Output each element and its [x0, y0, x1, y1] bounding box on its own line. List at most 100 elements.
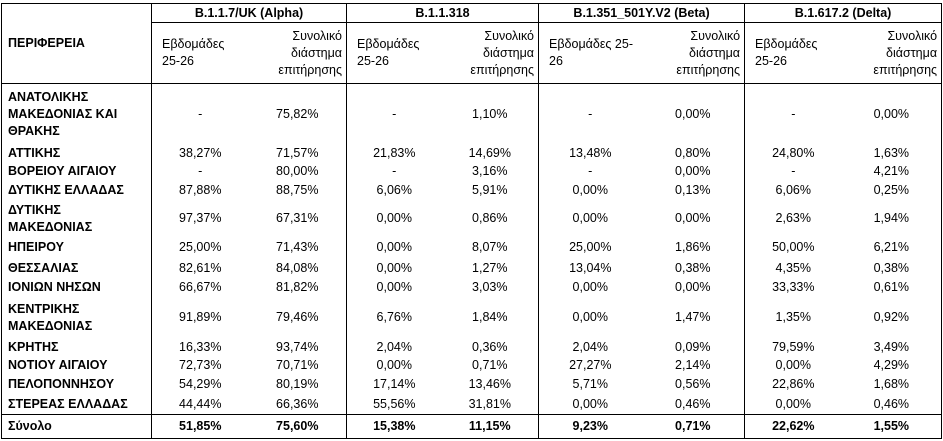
total-value: 9,23% [538, 414, 642, 439]
value-cell: 84,08% [276, 261, 319, 275]
region-name: ΔΥΤΙΚΗΣ ΕΛΛΑΔΑΣ [8, 183, 124, 197]
value-cell: 88,75% [276, 183, 319, 197]
data-row: ΝΟΤΙΟΥ ΑΙΓΑΙΟΥ 72,73% 70,71% 0,00% 0,71% 27,2… [2, 356, 942, 375]
value-cell: 0,00% [744, 394, 842, 415]
value-cell: 14,69% [468, 146, 511, 160]
data-row: ΙΟΝΙΩΝ ΝΗΣΩΝ 66,67% 81,82% 0,00% 3,03% 0,00% 0… [2, 278, 942, 297]
data-row: ΑΝΑΤΟΛΙΚΗΣ ΜΑΚΕΔΟΝΙΑΣ ΚΑΙ ΘΡΑΚΗΣ -75,82% -… [2, 83, 942, 145]
data-row: ΔΥΤΙΚΗΣ ΜΑΚΕΔΟΝΙΑΣ 97,37% 67,31% 0,00% 0,86%… [2, 200, 942, 237]
value-cell: 79,46% [276, 310, 319, 324]
value-cell: 93,74% [276, 340, 319, 354]
subheader: Συνολικό διάστημα επιτήρησης [841, 22, 942, 84]
total-value: 0,71% [641, 414, 745, 439]
value-cell: 0,00% [538, 200, 642, 237]
value-cell: 1,86% [675, 240, 711, 254]
value-cell: 4,35% [744, 258, 842, 279]
value-cell: 71,43% [276, 240, 319, 254]
total-label: Σύνολο [1, 414, 152, 439]
subheader-row: Εβδομάδες 25-26 Συνολικό διάστημα επιτήρη… [2, 22, 942, 84]
value-cell: 0,00% [675, 164, 711, 178]
value-cell: - [744, 162, 842, 181]
value-cell: 4,21% [873, 164, 910, 178]
value-cell: 2,04% [346, 338, 442, 357]
value-cell: - [538, 162, 642, 181]
region-name: ΝΟΤΙΟΥ ΑΙΓΑΙΟΥ [8, 358, 108, 372]
value-cell: 0,46% [675, 396, 711, 411]
value-cell: 16,33% [151, 338, 249, 357]
value-cell: 0,00% [675, 106, 711, 121]
value-cell: 6,06% [744, 180, 842, 201]
total-value: 11,15% [441, 414, 539, 439]
region-name: ΠΕΛΟΠΟΝΝΗΣΟΥ [8, 377, 115, 391]
data-row: ΚΕΝΤΡΙΚΗΣ ΜΑΚΕΔΟΝΙΑΣ 91,89% 79,46% 6,76% 1,8… [2, 296, 942, 339]
data-row: ΔΥΤΙΚΗΣ ΕΛΛΑΔΑΣ 87,88% 88,75% 6,06% 5,91% 0,0… [2, 180, 942, 201]
value-cell: 27,27% [538, 356, 642, 375]
value-cell: 21,83% [346, 144, 442, 163]
value-cell: 4,29% [873, 358, 910, 372]
value-cell: 0,38% [873, 261, 910, 275]
region-name: ΣΤΕΡΕΑΣ ΕΛΛΑΔΑΣ [8, 396, 128, 411]
region-name: ΑΤΤΙΚΗΣ [8, 146, 61, 160]
data-row: ΣΤΕΡΕΑΣ ΕΛΛΑΔΑΣ 44,44% 66,36% 55,56% 31,81% 0… [2, 394, 942, 415]
value-cell: - [151, 83, 249, 145]
value-cell: 13,46% [468, 377, 511, 391]
value-cell: 25,00% [538, 236, 642, 259]
value-cell: 0,00% [538, 278, 642, 297]
value-cell: 70,71% [276, 358, 319, 372]
value-cell: 0,00% [346, 200, 442, 237]
value-cell: - [744, 83, 842, 145]
value-cell: 0,46% [873, 396, 910, 411]
region-name: ΙΟΝΙΩΝ ΝΗΣΩΝ [8, 280, 101, 294]
value-cell: 1,27% [472, 261, 508, 275]
total-value: 15,38% [346, 414, 442, 439]
value-cell: 0,09% [675, 340, 711, 354]
total-row: Σύνολο 51,85% 75,60% 15,38% 11,15% 9,23% 0,71%… [1, 414, 942, 439]
value-cell: 0,00% [538, 180, 642, 201]
value-cell: 5,91% [472, 183, 508, 197]
value-cell: 25,00% [151, 236, 249, 259]
value-cell: 3,03% [472, 280, 508, 294]
value-cell: 31,81% [468, 396, 511, 411]
value-cell: 6,06% [346, 180, 442, 201]
region-name: ΒΟΡΕΙΟΥ ΑΙΓΑΙΟΥ [8, 164, 117, 178]
variant-table: ΠΕΡΙΦΕΡΕΙΑ B.1.1.7/UK (Alpha) B.1.1.318 B.… [1, 3, 943, 439]
region-name: ΑΝΑΤΟΛΙΚΗΣ ΜΑΚΕΔΟΝΙΑΣ ΚΑΙ ΘΡΑΚΗΣ [8, 89, 118, 138]
subheader: Συνολικό διάστημα επιτήρησης [441, 22, 539, 84]
value-cell: 71,57% [276, 146, 319, 160]
data-row: ΑΤΤΙΚΗΣ 38,27% 71,57% 21,83% 14,69% 13,48% 0,8… [2, 144, 942, 163]
region-name: ΚΕΝΤΡΙΚΗΣ ΜΑΚΕΔΟΝΙΑΣ [8, 301, 93, 333]
region-name: ΗΠΕΙΡΟΥ [8, 240, 64, 254]
subheader: Εβδομάδες 25-26 [346, 22, 442, 84]
subheader: Εβδομάδες 25-26 [151, 22, 249, 84]
value-cell: 17,14% [346, 374, 442, 395]
table-body: ΑΝΑΤΟΛΙΚΗΣ ΜΑΚΕΔΟΝΙΑΣ ΚΑΙ ΘΡΑΚΗΣ -75,82% -… [1, 83, 942, 439]
subheader: Συνολικό διάστημα επιτήρησης [248, 22, 347, 84]
value-cell: 0,00% [873, 106, 910, 121]
value-cell: 33,33% [744, 278, 842, 297]
value-cell: 0,61% [873, 280, 910, 294]
value-cell: 0,36% [472, 340, 508, 354]
value-cell: 0,00% [346, 278, 442, 297]
variant-header: B.1.351_501Y.V2 (Beta) [538, 3, 745, 23]
total-value: 1,55% [841, 414, 942, 439]
subheader: Εβδομάδες 25-26 [744, 22, 842, 84]
value-cell: 1,35% [744, 296, 842, 339]
value-cell: 2,63% [744, 200, 842, 237]
value-cell: 1,94% [873, 211, 910, 225]
value-cell: 72,73% [151, 356, 249, 375]
value-cell: 13,04% [538, 258, 642, 279]
value-cell: 22,86% [744, 374, 842, 395]
data-row: ΒΟΡΕΙΟΥ ΑΙΓΑΙΟΥ - 80,00% - 3,16% - 0,00% - 4,21% [2, 162, 942, 181]
value-cell: 2,14% [675, 358, 711, 372]
value-cell: 80,00% [276, 164, 319, 178]
data-row: ΚΡΗΤΗΣ 16,33% 93,74% 2,04% 0,36% 2,04% 0,09% 79… [2, 338, 942, 357]
data-row: ΗΠΕΙΡΟΥ 25,00% 71,43% 0,00% 8,07% 25,00% 1,86%… [2, 236, 942, 259]
value-cell: 67,31% [276, 211, 319, 225]
value-cell: 38,27% [151, 144, 249, 163]
header-row: ΠΕΡΙΦΕΡΕΙΑ B.1.1.7/UK (Alpha) B.1.1.318 B.… [1, 3, 942, 84]
value-cell: 82,61% [151, 258, 249, 279]
value-cell: 0,92% [873, 310, 910, 324]
value-cell: - [538, 83, 642, 145]
value-cell: 6,21% [873, 240, 910, 254]
